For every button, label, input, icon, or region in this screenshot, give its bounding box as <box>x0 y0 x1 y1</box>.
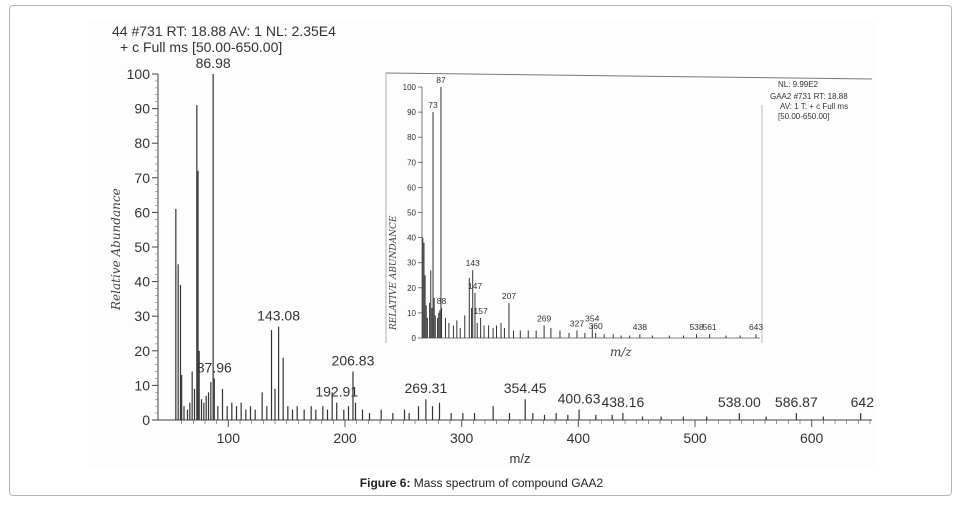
main-peak-label: 143.08 <box>257 308 300 324</box>
inset-peak-label: 88 <box>437 296 447 306</box>
inset-y-tick-label: 50 <box>407 209 416 218</box>
main-x-tick-label: 200 <box>333 430 357 446</box>
inset-peak-label: 207 <box>502 291 516 301</box>
main-x-tick-label: 100 <box>217 430 241 446</box>
inset-y-tick-label: 30 <box>407 259 416 268</box>
main-peak-label: 438.16 <box>601 394 644 410</box>
inset-y-tick-label: 40 <box>407 234 416 243</box>
main-x-tick-label: 400 <box>567 430 591 446</box>
inset-y-tick-label: 20 <box>407 284 416 293</box>
inset-header-line4: [50.00-650.00] <box>778 112 830 121</box>
inset-y-tick-label: 0 <box>412 334 417 343</box>
figure-caption: Figure 6: Mass spectrum of compound GAA2 <box>0 476 963 490</box>
inset-peak-label: 354 <box>585 313 599 323</box>
inset-top-border <box>385 72 873 80</box>
main-peak-label: 206.83 <box>332 353 375 369</box>
main-y-tick-label: 50 <box>134 239 150 255</box>
inset-y-tick-label: 60 <box>407 183 416 192</box>
main-peak-label: 86.98 <box>196 55 231 71</box>
main-y-tick-label: 10 <box>134 377 150 393</box>
inset-header-line1: NL: 9.99E2 <box>778 80 819 89</box>
main-y-tick-label: 0 <box>142 412 150 428</box>
inset-header-line2: GAA2 #731 RT: 18.88 <box>770 92 848 101</box>
main-peak-label: 354.45 <box>504 380 547 396</box>
inset-peak-label: 538 <box>689 322 703 332</box>
inset-peak-label: 73 <box>428 100 438 110</box>
inset-y-tick-label: 90 <box>407 108 416 117</box>
inset-y-tick-label: 100 <box>403 83 417 92</box>
main-peak-label: 269.31 <box>404 380 447 396</box>
main-header-line2: + c Full ms [50.00-650.00] <box>120 39 282 55</box>
main-x-tick-label: 600 <box>800 430 824 446</box>
main-peak-label: 87.96 <box>197 359 232 375</box>
main-x-tick-label: 300 <box>450 430 474 446</box>
figure-caption-text: Mass spectrum of compound GAA2 <box>410 476 604 490</box>
inset-peak-label: 327 <box>570 318 584 328</box>
inset-header-line3: AV: 1 T: + c Full ms <box>780 102 848 111</box>
inset-peak-label: 561 <box>702 322 716 332</box>
main-x-axis-label: m/z <box>510 451 531 466</box>
inset-y-tick-label: 70 <box>407 158 416 167</box>
main-y-tick-label: 40 <box>134 274 150 290</box>
inset-x-axis-label: m/z <box>610 345 632 359</box>
main-y-tick-label: 60 <box>134 204 150 220</box>
main-y-tick-label: 80 <box>134 135 150 151</box>
main-y-tick-label: 70 <box>134 170 150 186</box>
inset-peak-label: 360 <box>589 321 603 331</box>
main-y-tick-label: 20 <box>134 343 150 359</box>
inset-y-tick-label: 80 <box>407 133 416 142</box>
inset-peak-label: 143 <box>466 258 480 268</box>
main-y-tick-label: 90 <box>134 101 150 117</box>
main-peak-label: 192.91 <box>315 384 358 400</box>
main-peak-label: 538.00 <box>718 394 761 410</box>
inset-peak-label: 269 <box>537 313 551 323</box>
inset-peak-label: 157 <box>474 306 488 316</box>
inset-y-tick-label: 10 <box>407 309 416 318</box>
main-peak-label: 642 <box>851 394 875 410</box>
inset-y-axis-label: RELATIVE ABUNDANCE <box>389 215 399 331</box>
scanned-spectrum-image <box>88 19 874 469</box>
main-x-tick-label: 500 <box>683 430 707 446</box>
inset-peak-label: 87 <box>436 75 446 85</box>
main-y-axis-label: Relative Abundance <box>109 188 123 311</box>
main-y-tick-label: 100 <box>127 66 151 82</box>
figure-caption-label: Figure 6: <box>359 476 411 490</box>
inset-peak-label: 147 <box>468 281 482 291</box>
main-peak-label: 586.87 <box>775 394 818 410</box>
main-peak-label: 400.63 <box>558 391 601 407</box>
inset-peak-label: 643 <box>749 322 763 332</box>
main-y-tick-label: 30 <box>134 308 150 324</box>
inset-peak-label: 438 <box>633 322 647 332</box>
main-header-line1: 44 #731 RT: 18.88 AV: 1 NL: 2.35E4 <box>112 23 336 39</box>
